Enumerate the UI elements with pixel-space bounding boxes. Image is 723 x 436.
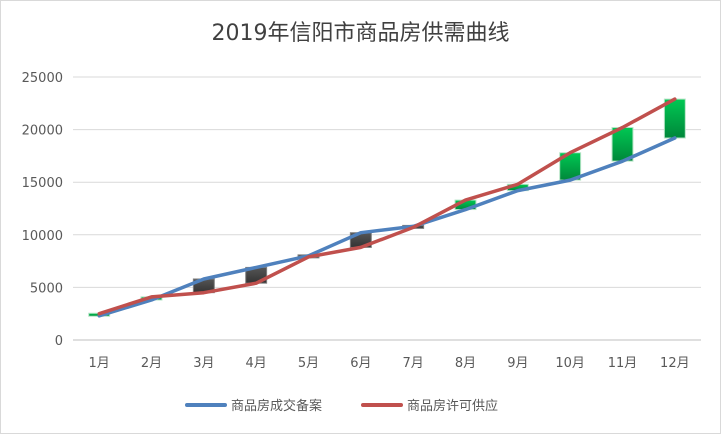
legend-label-1: 商品房成交备案 <box>231 398 322 414</box>
x-tick-label: 4月 <box>246 356 267 371</box>
x-tick-label: 1月 <box>89 356 110 371</box>
y-tick-label: 0 <box>55 334 63 349</box>
x-tick-label: 9月 <box>507 356 528 371</box>
x-tick-label: 6月 <box>350 356 371 371</box>
x-tick-label: 8月 <box>455 356 476 371</box>
x-tick-label: 7月 <box>403 356 424 371</box>
legend-label-2: 商品房许可供应 <box>407 398 498 414</box>
x-tick-label: 12月 <box>660 356 690 371</box>
x-tick-label: 10月 <box>555 356 585 371</box>
x-tick-label: 3月 <box>193 356 214 371</box>
y-tick-label: 5000 <box>30 281 63 296</box>
x-tick-label: 5月 <box>298 356 319 371</box>
y-tick-label: 15000 <box>22 176 63 191</box>
y-tick-label: 20000 <box>22 124 63 139</box>
x-tick-label: 11月 <box>608 356 638 371</box>
chart-title: 2019年信阳市商品房供需曲线 <box>211 21 510 46</box>
series-line-1 <box>97 136 677 318</box>
y-tick-label: 25000 <box>22 71 63 86</box>
x-tick-label: 2月 <box>141 356 162 371</box>
series-line-2 <box>97 97 677 316</box>
y-tick-label: 10000 <box>22 229 63 244</box>
